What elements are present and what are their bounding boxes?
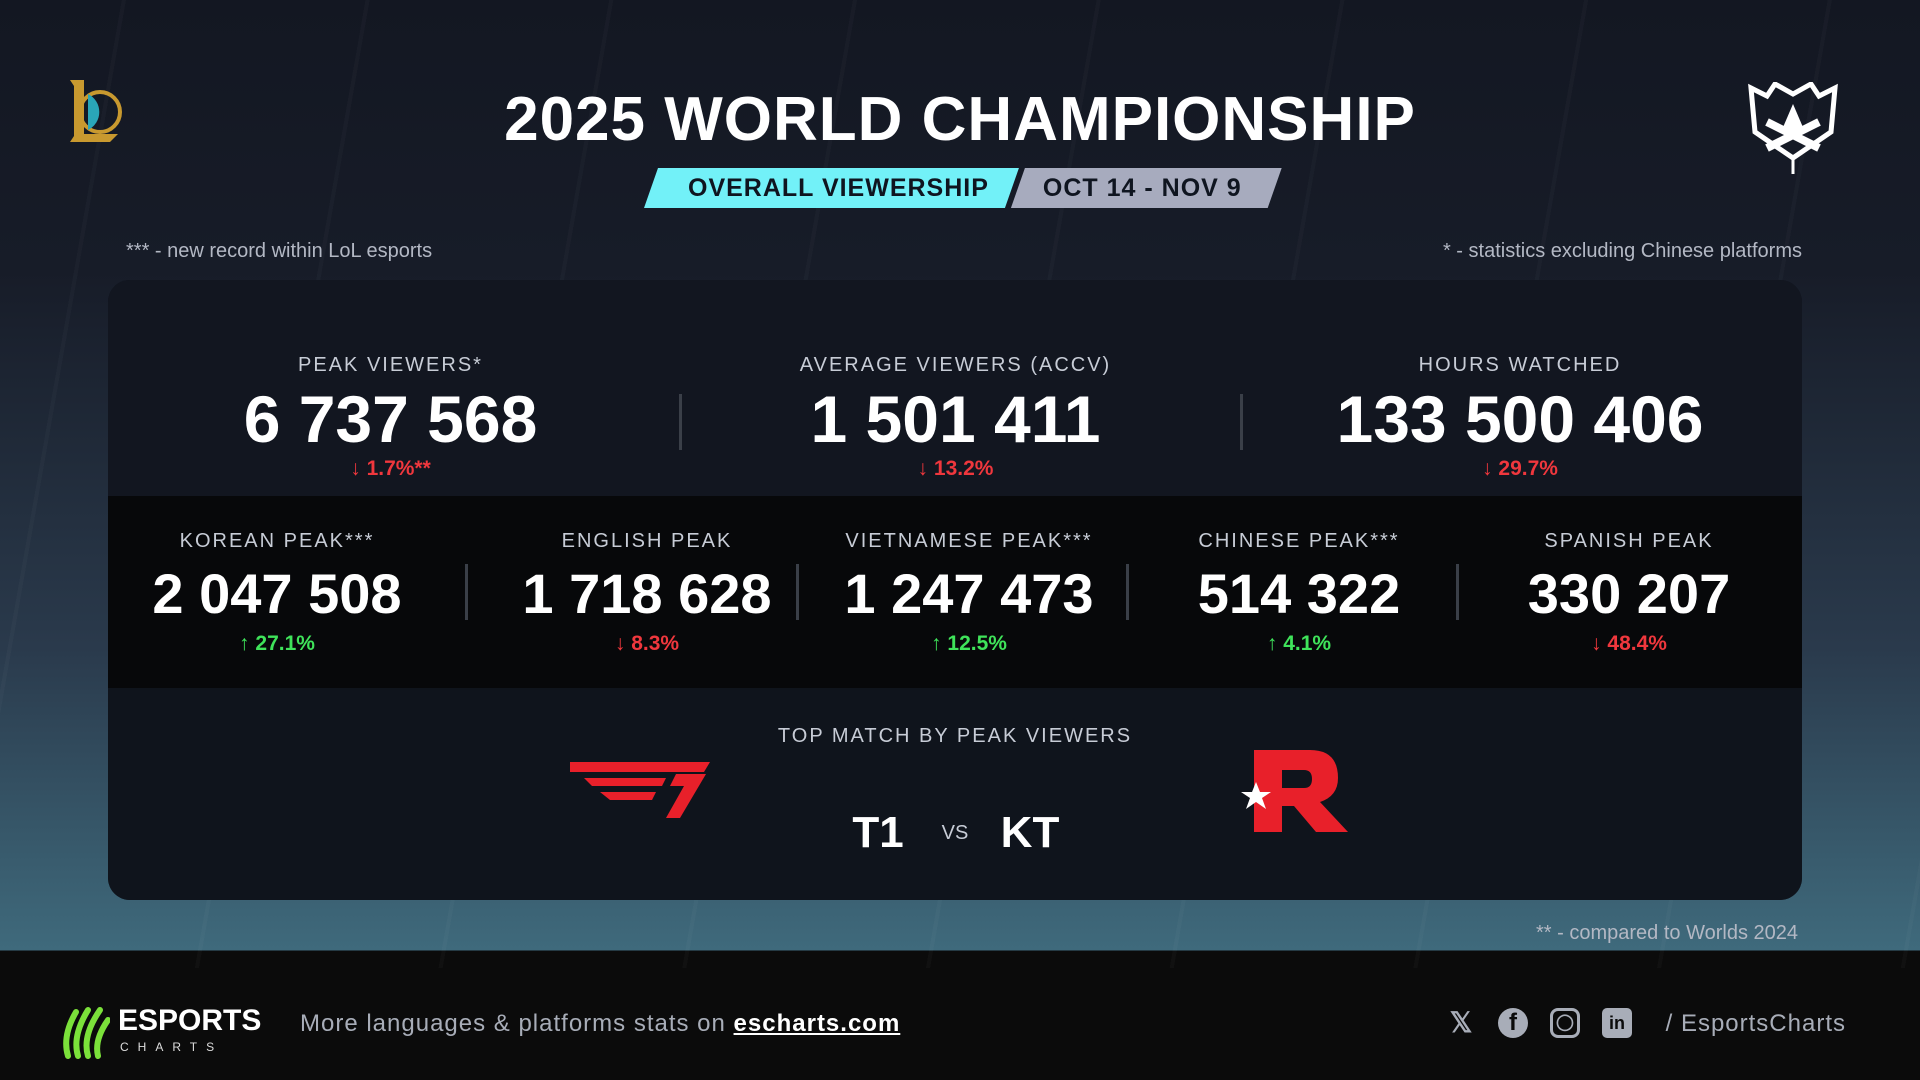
stat-value: 1 247 473 [844, 562, 1094, 625]
facebook-icon[interactable]: f [1498, 1008, 1528, 1038]
worlds-trophy-logo-icon [1745, 80, 1841, 181]
stat-english-peak: ENGLISH PEAK 1 718 628 ↓ 8.3% [478, 530, 816, 656]
team1-name: T1 [852, 808, 904, 857]
stat-change: 48.4% [1607, 632, 1667, 655]
esports-charts-logo-icon [62, 1006, 111, 1065]
overall-viewership-badge: OVERALL VIEWERSHIP [644, 168, 1019, 208]
arrow-down-icon: ↓ [350, 457, 367, 480]
stats-card: PEAK VIEWERS* 6 737 568 ↓ 1.7%** AVERAGE… [108, 280, 1802, 900]
promo-text: More languages & platforms stats on [300, 1010, 734, 1037]
stat-value: 1 718 628 [522, 562, 772, 625]
record-note: *** - new record within LoL esports [126, 240, 433, 262]
stat-value: 133 500 406 [1336, 382, 1704, 456]
stat-label: SPANISH PEAK [1544, 530, 1714, 552]
stat-label: PEAK VIEWERS* [298, 354, 483, 376]
brand-sub: CHARTS [120, 1040, 224, 1054]
divider [1126, 564, 1129, 620]
stat-value: 6 737 568 [243, 382, 538, 456]
chinese-platforms-note: * - statistics excluding Chinese platfor… [1442, 240, 1802, 262]
footer: ESPORTS CHARTS More languages & platform… [0, 968, 1920, 1080]
date-range-badge: OCT 14 - NOV 9 [1011, 168, 1282, 208]
divider [679, 394, 682, 450]
stat-change: 12.5% [947, 632, 1007, 655]
divider [796, 564, 799, 620]
page-title: 2025 WORLD CHAMPIONSHIP [504, 85, 1416, 154]
stat-change: 29.7% [1498, 457, 1558, 480]
divider [465, 564, 468, 620]
social-icons: 𝕏 f ◯ in [1446, 1008, 1632, 1038]
escharts-link[interactable]: escharts.com [733, 1010, 901, 1037]
arrow-down-icon: ↓ [1591, 632, 1608, 655]
stat-change: 1.7%** [366, 457, 431, 480]
comparison-note: ** - compared to Worlds 2024 [1536, 922, 1798, 944]
linkedin-icon[interactable]: in [1602, 1008, 1632, 1038]
divider [1240, 394, 1243, 450]
stat-average-viewers: AVERAGE VIEWERS (ACCV) 1 501 411 ↓ 13.2% [673, 354, 1238, 481]
kt-logo-icon [1234, 748, 1350, 839]
stat-chinese-peak: CHINESE PEAK*** 514 322 ↑ 4.1% [1130, 530, 1468, 656]
stat-label: AVERAGE VIEWERS (ACCV) [799, 354, 1112, 376]
instagram-icon[interactable]: ◯ [1550, 1008, 1580, 1038]
stat-change: 13.2% [933, 457, 994, 480]
stat-vietnamese-peak: VIETNAMESE PEAK*** 1 247 473 ↑ 12.5% [800, 530, 1138, 656]
arrow-up-icon: ↑ [239, 632, 256, 655]
stat-label: KOREAN PEAK*** [179, 530, 375, 552]
stat-value: 2 047 508 [152, 562, 402, 625]
vs-label: VS [941, 822, 969, 844]
divider [1456, 564, 1459, 620]
stat-change: 4.1% [1283, 632, 1332, 655]
arrow-down-icon: ↓ [1482, 457, 1499, 480]
arrow-up-icon: ↑ [1266, 632, 1284, 655]
arrow-up-icon: ↑ [931, 632, 948, 655]
stat-label: VIETNAMESE PEAK*** [845, 530, 1093, 552]
t1-logo-icon [570, 758, 710, 825]
subtitle-badges: OVERALL VIEWERSHIP OCT 14 - NOV 9 [644, 168, 1282, 208]
top-match-section: TOP MATCH BY PEAK VIEWERS T1 VS KT [108, 688, 1802, 900]
brand-name: ESPORTS [118, 1004, 262, 1037]
stat-label: ENGLISH PEAK [561, 530, 733, 552]
stat-spanish-peak: SPANISH PEAK 330 207 ↓ 48.4% [1460, 530, 1798, 656]
stat-peak-viewers: PEAK VIEWERS* 6 737 568 ↓ 1.7%** [108, 354, 673, 481]
stat-change: 27.1% [255, 632, 315, 655]
stat-label: CHINESE PEAK*** [1198, 530, 1400, 552]
stat-label: HOURS WATCHED [1418, 354, 1622, 376]
top-match-label: TOP MATCH BY PEAK VIEWERS [777, 725, 1133, 747]
social-handle[interactable]: / EsportsCharts [1665, 1010, 1846, 1037]
stat-change: 8.3% [631, 632, 680, 655]
arrow-down-icon: ↓ [917, 457, 934, 480]
lol-logo-icon [64, 78, 124, 149]
stat-hours-watched: HOURS WATCHED 133 500 406 ↓ 29.7% [1238, 354, 1802, 481]
language-stats-row: KOREAN PEAK*** 2 047 508 ↑ 27.1% ENGLISH… [108, 496, 1802, 688]
stat-value: 330 207 [1527, 562, 1731, 625]
x-icon[interactable]: 𝕏 [1449, 1007, 1473, 1038]
stat-value: 514 322 [1197, 562, 1401, 625]
arrow-down-icon: ↓ [614, 632, 632, 655]
footer-text: More languages & platforms stats on esch… [300, 1010, 900, 1038]
stat-korean-peak: KOREAN PEAK*** 2 047 508 ↑ 27.1% [108, 530, 446, 656]
team2-name: KT [1000, 808, 1060, 857]
top-stats-row: PEAK VIEWERS* 6 737 568 ↓ 1.7%** AVERAGE… [108, 280, 1802, 496]
stat-value: 1 501 411 [810, 382, 1101, 456]
